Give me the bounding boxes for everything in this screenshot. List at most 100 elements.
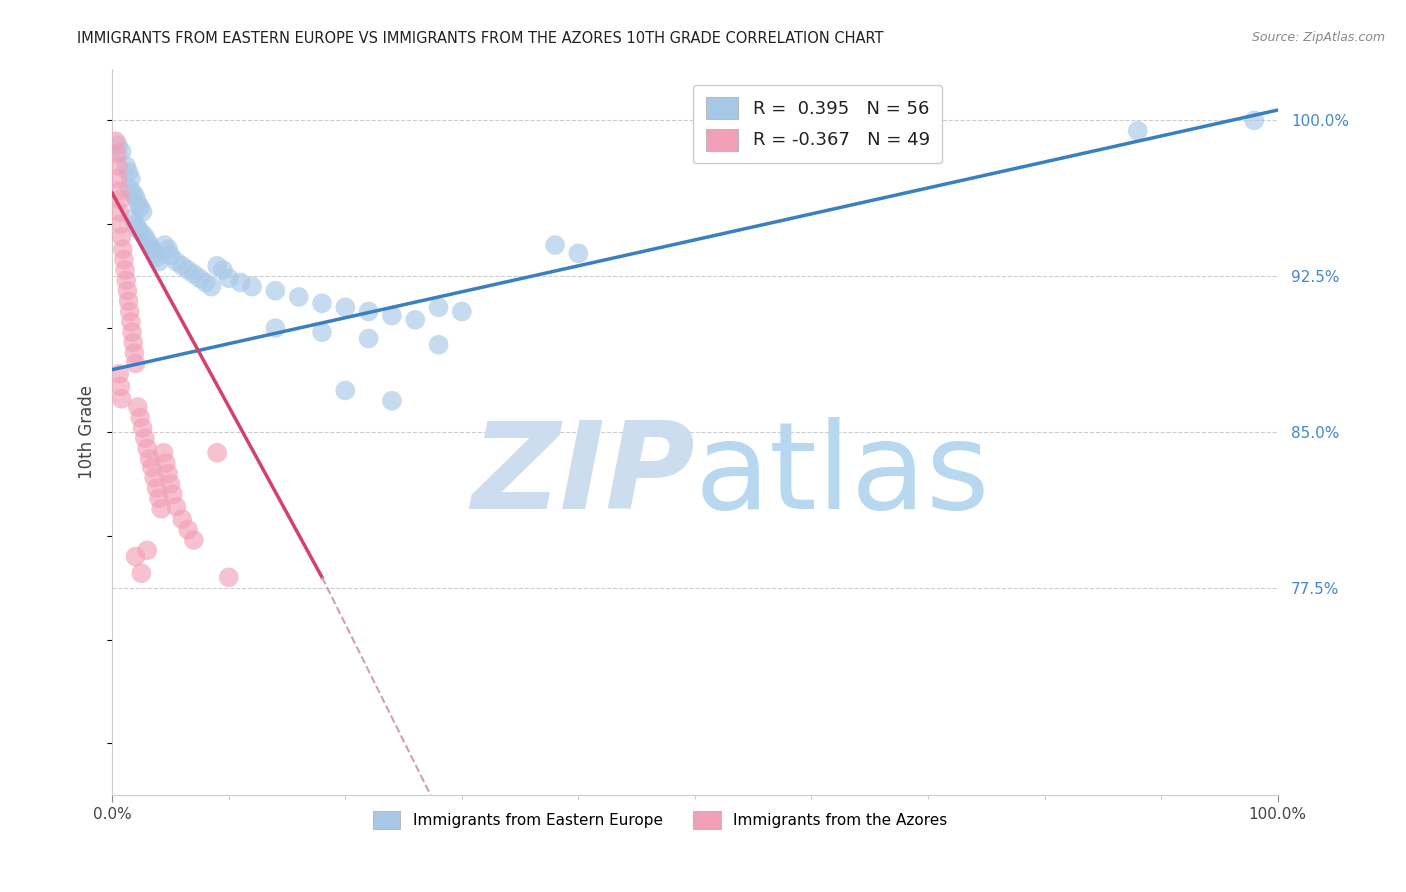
Point <box>115 273 138 287</box>
Point <box>131 204 153 219</box>
Point <box>311 326 333 340</box>
Point <box>107 171 129 186</box>
Point <box>150 501 173 516</box>
Y-axis label: 10th Grade: 10th Grade <box>79 385 96 479</box>
Point <box>544 238 567 252</box>
Point <box>122 211 145 225</box>
Point <box>121 326 143 340</box>
Point <box>427 337 450 351</box>
Point <box>110 192 132 206</box>
Point <box>141 460 163 475</box>
Point <box>108 184 131 198</box>
Point <box>287 290 309 304</box>
Point <box>127 221 149 235</box>
Point <box>110 145 132 159</box>
Point <box>117 284 139 298</box>
Point <box>159 476 181 491</box>
Point <box>427 301 450 315</box>
Point <box>122 335 145 350</box>
Point <box>124 346 146 360</box>
Point <box>110 229 132 244</box>
Point <box>120 315 142 329</box>
Point <box>110 217 132 231</box>
Point <box>117 294 139 309</box>
Point <box>183 533 205 547</box>
Point <box>165 254 187 268</box>
Point <box>143 470 166 484</box>
Point <box>153 238 176 252</box>
Point <box>108 367 131 381</box>
Point <box>381 309 404 323</box>
Point <box>138 452 160 467</box>
Point <box>138 238 160 252</box>
Point <box>218 570 240 584</box>
Point <box>124 217 146 231</box>
Point <box>177 523 200 537</box>
Text: Source: ZipAtlas.com: Source: ZipAtlas.com <box>1251 31 1385 45</box>
Point <box>218 271 240 285</box>
Point <box>335 301 357 315</box>
Point <box>141 242 163 256</box>
Point <box>264 321 287 335</box>
Point <box>114 263 136 277</box>
Point <box>357 331 380 345</box>
Point <box>567 246 589 260</box>
Point <box>155 456 177 470</box>
Point <box>122 186 145 201</box>
Point <box>136 543 159 558</box>
Point <box>124 549 146 564</box>
Point <box>104 134 127 148</box>
Point <box>264 284 287 298</box>
Point <box>205 446 228 460</box>
Point <box>110 392 132 406</box>
Point <box>124 190 146 204</box>
Point <box>177 263 200 277</box>
Point <box>1126 124 1149 138</box>
Point <box>172 259 194 273</box>
Point <box>127 196 149 211</box>
Point <box>105 146 128 161</box>
Point <box>381 393 404 408</box>
Legend: Immigrants from Eastern Europe, Immigrants from the Azores: Immigrants from Eastern Europe, Immigran… <box>367 805 953 835</box>
Point <box>110 379 132 393</box>
Point <box>183 267 205 281</box>
Text: ZIP: ZIP <box>471 417 695 534</box>
Point <box>145 251 167 265</box>
Point <box>145 481 167 495</box>
Point <box>129 201 152 215</box>
Point <box>1243 113 1265 128</box>
Point <box>148 491 170 506</box>
Point <box>117 165 139 179</box>
Point <box>157 242 180 256</box>
Point <box>157 467 180 481</box>
Point <box>240 279 263 293</box>
Point <box>134 431 156 445</box>
Point <box>112 252 135 267</box>
Point <box>107 138 129 153</box>
Point <box>129 410 152 425</box>
Point <box>131 566 153 581</box>
Point <box>162 487 184 501</box>
Point <box>194 276 217 290</box>
Point <box>127 400 149 414</box>
Point <box>450 304 472 318</box>
Point <box>357 304 380 318</box>
Point <box>118 182 141 196</box>
Point <box>108 204 131 219</box>
Point <box>172 512 194 526</box>
Point <box>136 234 159 248</box>
Text: atlas: atlas <box>695 417 991 534</box>
Point <box>148 254 170 268</box>
Point <box>131 226 153 240</box>
Point <box>131 421 153 435</box>
Point <box>229 276 252 290</box>
Point <box>200 279 222 293</box>
Point <box>311 296 333 310</box>
Point <box>152 446 174 460</box>
Point <box>107 159 129 173</box>
Point <box>136 442 159 456</box>
Point <box>159 248 181 262</box>
Point <box>335 384 357 398</box>
Point <box>115 159 138 173</box>
Point <box>404 313 426 327</box>
